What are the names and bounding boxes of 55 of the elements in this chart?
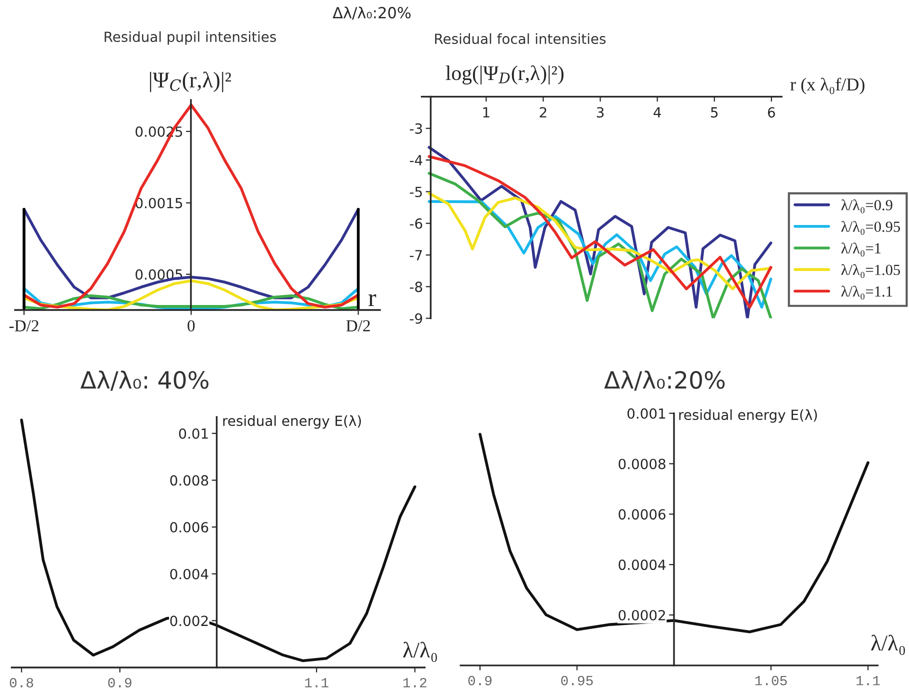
x-axis-title: r (x λ₀f/D)	[790, 78, 864, 94]
line-series	[478, 432, 870, 634]
y-tick-label: -9	[410, 313, 422, 324]
y-tick-label: 0.0006	[618, 509, 666, 520]
x-tick-label: 2	[540, 107, 546, 118]
y-tick-label: 0.01	[179, 428, 208, 439]
x-tick-label: 0	[188, 320, 195, 332]
x-tick-label: 0.8	[10, 678, 34, 688]
legend-label: λ/λ₀=1	[841, 242, 881, 256]
x-axis-title: λ/λ₀	[871, 634, 905, 656]
y-tick-label: 0.004	[170, 568, 208, 580]
x-tick-label: -D/2	[9, 320, 38, 332]
y-axis-title: log(|Ψ$_{D}$(r,λ)|²)	[446, 65, 564, 84]
legend-label: λ/λ₀=1.05	[841, 264, 900, 278]
y-tick-label: -3	[410, 123, 422, 134]
legend-label: λ/λ₀=0.95	[841, 220, 900, 235]
y-tick-label: 0.002	[170, 616, 208, 626]
y-tick-label: 0.001	[628, 408, 666, 419]
y-tick-label: 0.006	[170, 522, 208, 533]
y-axis-title: residual energy E(λ)	[223, 415, 361, 429]
line-series	[22, 104, 360, 309]
x-axis-title: λ/λ₀	[403, 642, 437, 662]
y-axis-title: residual energy E(λ)	[679, 409, 817, 423]
line-series	[428, 192, 772, 290]
x-tick-label: 0.9	[468, 676, 492, 686]
y-tick-label: 0.008	[170, 475, 208, 486]
x-tick-label: 1.1	[856, 676, 880, 686]
x-tick-label: 1.2	[403, 678, 426, 688]
y-tick-label: 0.0004	[618, 560, 666, 570]
x-tick-label: 0.95	[561, 676, 593, 686]
y-tick-label: 0.0002	[618, 610, 665, 620]
y-tick-label: 0.0008	[618, 458, 666, 470]
x-tick-label: 1	[483, 107, 490, 118]
chart-title: Residual pupil intensities	[104, 31, 276, 45]
x-tick-label: 0.9	[108, 678, 132, 688]
text: Δλ/λ₀:20%	[332, 6, 411, 20]
x-tick-label: D/2	[346, 320, 370, 332]
x-axis-title: r	[368, 294, 376, 306]
y-tick-label: -5	[410, 186, 422, 198]
x-tick-label: 6	[768, 107, 775, 118]
x-tick-label: 5	[711, 107, 718, 118]
y-tick-label: -4	[410, 155, 422, 166]
chart-title: Δλ/λ₀:20%	[604, 370, 725, 391]
y-axis-title: |Ψ$_{C}$(r,λ)|²	[150, 72, 231, 92]
y-tick-label: -6	[410, 218, 422, 229]
x-tick-label: 1.1	[305, 678, 328, 688]
y-tick-label: -7	[410, 250, 422, 260]
chart-title: Residual focal intensities	[435, 33, 606, 44]
chart-title: Δλ/λ₀: 40%	[80, 370, 208, 391]
x-tick-label: 4	[654, 107, 661, 118]
y-tick-label: -8	[410, 282, 422, 292]
legend-label: λ/λ₀=1.1	[841, 286, 892, 300]
legend-label: λ/λ₀=0.9	[841, 199, 892, 214]
x-tick-label: 1.05	[755, 676, 787, 686]
x-tick-label: 3	[596, 107, 604, 118]
